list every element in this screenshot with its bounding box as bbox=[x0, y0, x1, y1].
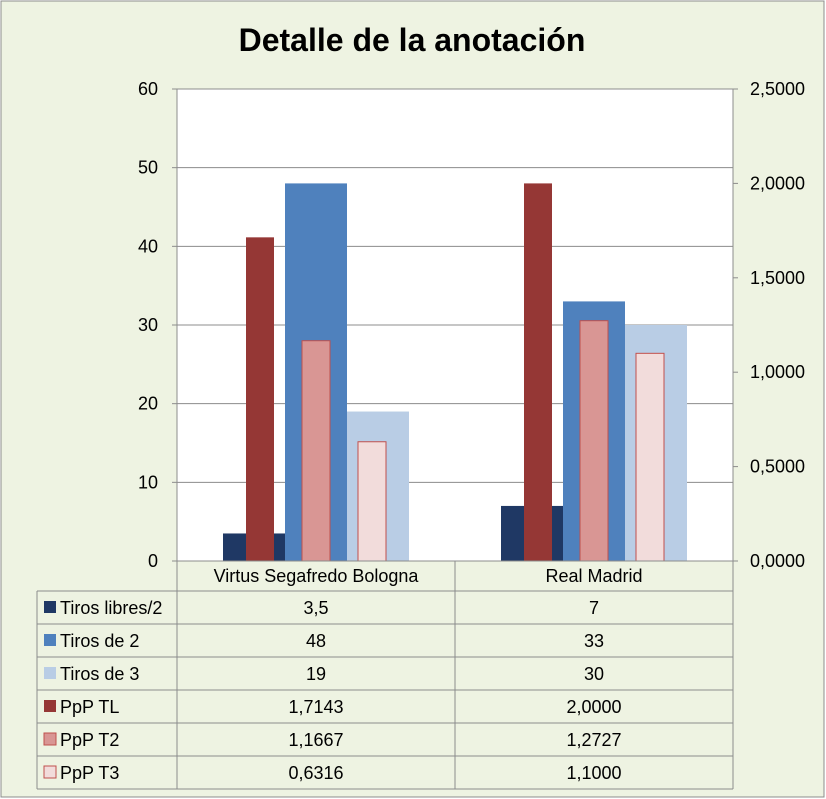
y-left-tick-label: 10 bbox=[138, 472, 158, 492]
data-label: 1,1667 bbox=[288, 730, 343, 750]
data-label: 3,5 bbox=[303, 598, 328, 618]
legend-key bbox=[44, 601, 56, 613]
legend-label: Tiros de 3 bbox=[60, 664, 139, 684]
legend-label: Tiros de 2 bbox=[60, 631, 139, 651]
data-label: 2,0000 bbox=[566, 697, 621, 717]
legend-key bbox=[44, 634, 56, 646]
category-label: Virtus Segafredo Bologna bbox=[214, 566, 420, 586]
y-left-tick-label: 20 bbox=[138, 394, 158, 414]
data-table: Virtus Segafredo Bologna Real Madrid Tiros… bbox=[36, 560, 734, 790]
y-right-tick-label: 2,0000 bbox=[750, 173, 805, 193]
y-left-tick-label: 60 bbox=[138, 79, 158, 99]
legend-key bbox=[43, 732, 57, 746]
data-label: 1,1000 bbox=[566, 763, 621, 783]
bar-ppp-t3 bbox=[357, 441, 387, 562]
category-label: Real Madrid bbox=[545, 566, 642, 586]
data-label: 1,7143 bbox=[288, 697, 343, 717]
y-right-tick-label: 1,0000 bbox=[750, 362, 805, 382]
bar-ppp-t2 bbox=[301, 340, 331, 562]
bar-ppp-t2 bbox=[579, 320, 609, 562]
bar-ppp-t3 bbox=[635, 352, 665, 562]
data-label: 7 bbox=[589, 598, 599, 618]
y-left-tick-label: 30 bbox=[138, 315, 158, 335]
legend-label: PpP T2 bbox=[60, 730, 119, 750]
bar-ppp-tl bbox=[524, 183, 552, 561]
data-label: 48 bbox=[306, 631, 326, 651]
y-left-tick-label: 50 bbox=[138, 158, 158, 178]
bar-ppp-tl bbox=[246, 237, 274, 562]
y-right-tick-label: 0,5000 bbox=[750, 457, 805, 477]
legend-label: PpP TL bbox=[60, 697, 119, 717]
chart-title: Detalle de la anotación bbox=[239, 22, 586, 58]
data-label: 1,2727 bbox=[566, 730, 621, 750]
data-label: 30 bbox=[584, 664, 604, 684]
data-label: 19 bbox=[306, 664, 326, 684]
y-left-tick-label: 40 bbox=[138, 236, 158, 256]
legend-key bbox=[44, 700, 56, 712]
legend-label: Tiros libres/2 bbox=[60, 598, 162, 618]
plot-area: 0 10 20 30 40 50 60 0,0000 0,5000 1,0000 1,5000 2,0… bbox=[138, 79, 805, 571]
data-label: 33 bbox=[584, 631, 604, 651]
y-right-tick-label: 0,0000 bbox=[750, 551, 805, 571]
legend-key bbox=[44, 667, 56, 679]
y-right-tick-label: 2,5000 bbox=[750, 79, 805, 99]
legend-key bbox=[43, 765, 57, 779]
y-left-tick-label: 0 bbox=[148, 551, 158, 571]
legend-label: PpP T3 bbox=[60, 763, 119, 783]
data-label: 0,6316 bbox=[288, 763, 343, 783]
y-right-tick-label: 1,5000 bbox=[750, 268, 805, 288]
